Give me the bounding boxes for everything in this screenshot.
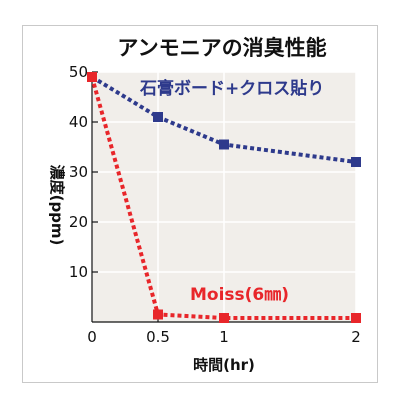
y-axis-label: 濃度(ppm) [48, 165, 66, 246]
data-point-1-2 [219, 313, 229, 323]
series-line-1 [90, 76, 356, 320]
x-tick-label-1: 0.5 [146, 328, 170, 346]
y-tick-label-3: 40 [69, 113, 88, 131]
x-tick-label-2: 1 [219, 328, 229, 346]
series-label-moiss: Moiss(6㎜) [190, 285, 289, 305]
data-point-1-3 [351, 313, 361, 323]
chart-title: アンモニアの消臭性能 [117, 36, 326, 60]
tick-labels: 10 20 30 40 50 0 0.5 1 2 [69, 63, 361, 346]
x-tick-label-3: 2 [351, 328, 361, 346]
data-point-0-1 [153, 112, 163, 122]
x-axis-label: 時間(hr) [193, 356, 255, 374]
x-tick-label-0: 0 [87, 328, 97, 346]
data-point-0-3 [351, 157, 361, 167]
data-point-1-0 [87, 72, 97, 82]
data-point-1-1 [153, 309, 163, 320]
series-markers [87, 72, 361, 323]
series-line-0 [90, 75, 357, 164]
y-tick-label-0: 10 [69, 263, 88, 281]
y-tick-label-1: 20 [69, 213, 88, 231]
data-point-0-2 [219, 139, 229, 150]
series-lines [90, 75, 357, 320]
series-label-gypsum: 石膏ボード+クロス貼り [139, 78, 324, 99]
y-tick-label-4: 50 [69, 63, 88, 81]
y-tick-label-2: 30 [69, 163, 88, 181]
